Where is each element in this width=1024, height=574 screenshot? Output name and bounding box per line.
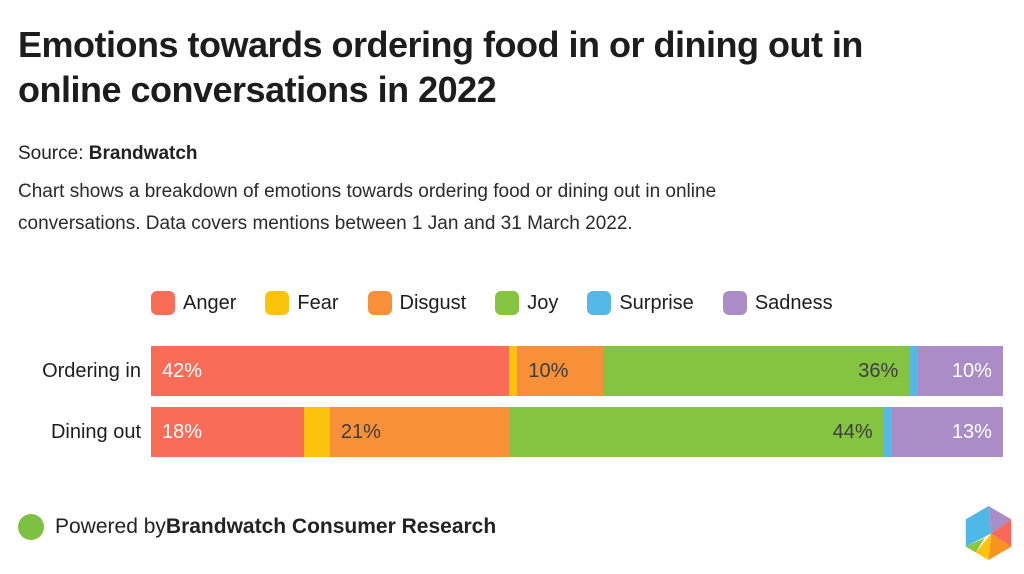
legend-item-anger: Anger (151, 291, 237, 316)
brandwatch-hexagon-logo (965, 506, 1012, 560)
powered-by-label: Powered by (55, 515, 166, 539)
bar-row-ordering-in: Ordering in 42% 10% 36% 10% (18, 346, 1003, 397)
category-label: Dining out (50, 420, 141, 443)
segment-value-label: 18% (162, 420, 203, 443)
legend-label: Anger (183, 291, 237, 314)
segment-value-label: 13% (951, 420, 992, 443)
legend-swatch-joy (495, 291, 520, 316)
bar-segment-disgust: 21% (329, 407, 509, 458)
bar-segment-fear (304, 407, 330, 458)
footer: Powered by Brandwatch Consumer Research (18, 514, 1003, 541)
legend-swatch-disgust (367, 291, 392, 316)
brand-name: Brandwatch Consumer Research (165, 515, 497, 539)
segment-value-label: 44% (832, 420, 873, 443)
bar-segment-surprise (883, 407, 893, 458)
legend-swatch-surprise (587, 291, 612, 316)
legend-label: Disgust (399, 291, 467, 314)
category-label: Ordering in (42, 359, 141, 382)
legend-label: Joy (527, 291, 559, 314)
segment-value-label: 36% (858, 359, 899, 382)
bar-segment-anger: 42% (151, 346, 509, 397)
source-value: Brandwatch (88, 142, 198, 164)
bar-segment-disgust: 10% (517, 346, 603, 397)
bar-row-dining-out: Dining out 18% 21% 44% 13% (18, 407, 1003, 458)
segment-value-label: 21% (340, 420, 381, 443)
legend-swatch-fear (265, 291, 290, 316)
bar-segment-fear (508, 346, 518, 397)
bar-track: 18% 21% 44% 13% (151, 407, 1003, 458)
bar-segment-sadness: 13% (892, 407, 1003, 458)
legend-label: Sadness (754, 291, 833, 314)
legend-item-disgust: Disgust (367, 291, 467, 316)
bar-segment-joy: 36% (602, 346, 910, 397)
legend-label: Fear (297, 291, 339, 314)
chart-description: Chart shows a breakdown of emotions towa… (18, 180, 717, 235)
legend-item-fear: Fear (265, 291, 339, 316)
legend-item-sadness: Sadness (722, 291, 833, 316)
bar-chart: Ordering in 42% 10% 36% 10% Dining out 18% 21% 4… (18, 346, 1003, 458)
legend-label: Surprise (619, 291, 694, 314)
source-line: Source: Brandwatch (18, 143, 1003, 165)
segment-value-label: 10% (528, 359, 569, 382)
bar-segment-anger: 18% (151, 407, 305, 458)
legend: Anger Fear Disgust Joy Surprise Sadness (151, 290, 1003, 316)
brand-dot-icon (18, 514, 44, 541)
legend-item-surprise: Surprise (587, 291, 694, 316)
chart-title: Emotions towards ordering food in or din… (18, 24, 863, 111)
source-label: Source: (18, 142, 89, 164)
segment-value-label: 42% (162, 359, 203, 382)
legend-swatch-anger (151, 291, 175, 316)
legend-item-joy: Joy (495, 291, 559, 316)
bar-track: 42% 10% 36% 10% (151, 346, 1003, 397)
bar-segment-joy: 44% (508, 407, 884, 458)
bar-segment-sadness: 10% (917, 346, 1003, 397)
segment-value-label: 10% (951, 359, 992, 382)
bar-segment-surprise (909, 346, 918, 397)
legend-swatch-sadness (722, 291, 747, 316)
